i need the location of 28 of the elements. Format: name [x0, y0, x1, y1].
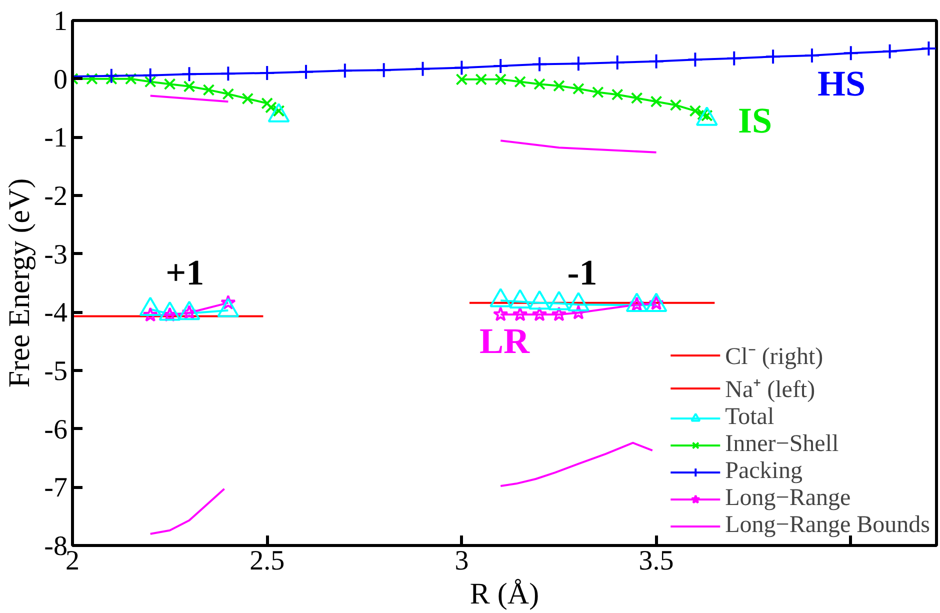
x-tick-label: 2 [66, 546, 80, 576]
x-tick-label: 3 [454, 546, 469, 576]
x-tick-label: 3.5 [638, 546, 674, 576]
annotation: IS [738, 100, 772, 140]
y-tick-label: -2 [44, 181, 68, 212]
annotation: HS [817, 64, 866, 104]
legend-label: Long−Range Bounds [725, 512, 930, 539]
annotation: +1 [166, 252, 204, 292]
legend-label: Cl⁻ (right) [725, 343, 824, 371]
legend-label: Total [725, 404, 774, 431]
y-tick-label: -3 [44, 239, 68, 270]
y-tick-label: 1 [54, 6, 68, 37]
y-tick-label: -7 [44, 472, 68, 504]
annotation: LR [479, 320, 531, 361]
y-tick-label: -1 [44, 122, 68, 154]
legend-label: Long−Range [725, 485, 851, 512]
x-axis-title: R (Å) [470, 578, 540, 610]
x-tick-label: 2.5 [250, 546, 285, 576]
y-axis-title: Free Energy (eV) [3, 178, 36, 388]
legend-label: Inner−Shell [725, 431, 839, 458]
legend-label: Packing [725, 458, 802, 485]
y-tick-label: 0 [54, 64, 68, 96]
y-tick-label: -6 [44, 414, 68, 446]
annotation: -1 [567, 252, 598, 292]
y-tick-label: -8 [44, 531, 68, 562]
legend-label: Na⁺ (left) [725, 376, 816, 404]
y-tick-label: -4 [44, 298, 68, 329]
y-tick-label: -5 [44, 356, 68, 387]
